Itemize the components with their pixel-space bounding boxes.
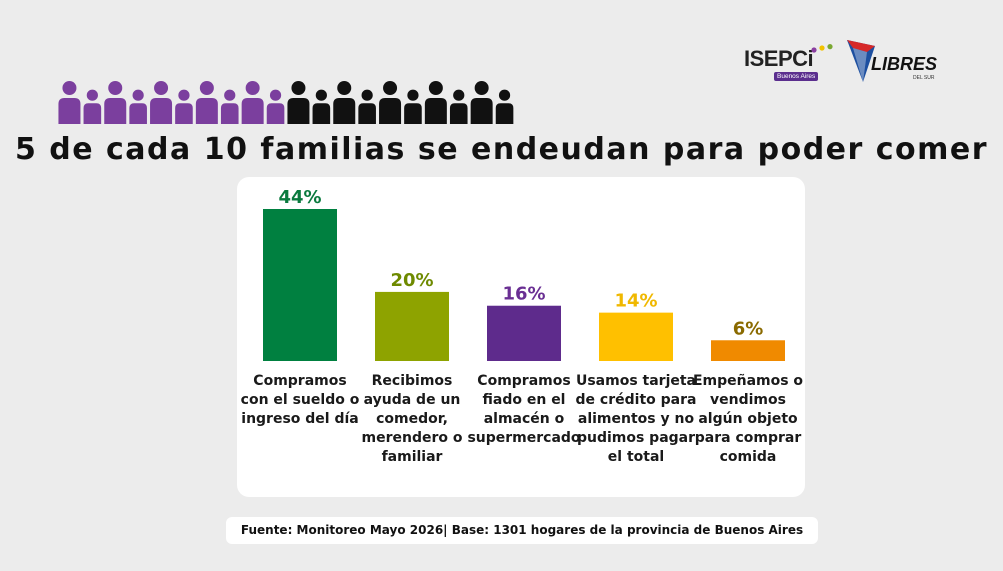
- person-icon: [175, 89, 193, 124]
- isepci-logo-subtitle: Buenos Aires: [774, 72, 819, 81]
- category-label: Empeñamos o vendimos algún objeto para comp…: [685, 372, 811, 467]
- category-label-line: Compramos: [477, 373, 571, 389]
- person-icon: [104, 81, 127, 124]
- person-icon: [470, 81, 493, 124]
- person-icon: [83, 89, 102, 124]
- chart-card: 44% 20% 16% 14% 6% Compramos con el sueldo o i…: [237, 177, 805, 497]
- bar-chart: 44% 20% 16% 14% 6%: [263, 187, 785, 361]
- person-icon: [358, 89, 376, 124]
- category-label: Usamos tarjeta de crédito para alimentos y…: [573, 372, 699, 467]
- category-label-line: Usamos tarjeta: [575, 373, 697, 389]
- libres-logo-subtitle: DEL SUR: [913, 75, 935, 81]
- person-icon: [220, 89, 239, 124]
- bar: [263, 209, 337, 361]
- bar: [375, 291, 449, 361]
- category-label-line: fiado en el: [482, 392, 566, 408]
- category-label-line: Empeñamos o: [692, 373, 804, 389]
- category-label-line: vendimos: [710, 392, 786, 408]
- person-icon: [129, 89, 147, 124]
- person-icon: [333, 81, 356, 124]
- category-label-line: comedor,: [376, 411, 448, 427]
- person-icon: [424, 81, 447, 124]
- person-icon: [312, 89, 331, 124]
- category-label: Compramos fiado en el almacén o supermercad…: [461, 372, 587, 448]
- person-icon: [195, 81, 218, 124]
- person-icon: [404, 89, 422, 124]
- bar: [487, 305, 561, 361]
- category-label-line: familiar: [381, 449, 443, 465]
- category-label-line: ayuda de un: [363, 392, 461, 408]
- category-label-line: pudimos pagar: [576, 430, 696, 446]
- person-icon: [287, 81, 310, 124]
- libres-logo: LIBRES DEL SUR: [845, 36, 941, 88]
- category-label-line: supermercado: [467, 430, 581, 446]
- category-label-line: Recibimos: [371, 373, 453, 389]
- data-label: 16%: [502, 284, 545, 305]
- bar: [599, 312, 673, 361]
- person-icon: [266, 89, 285, 124]
- person-icon: [379, 81, 402, 124]
- data-label: 20%: [390, 270, 433, 291]
- data-label: 44%: [278, 187, 321, 208]
- person-icon: [241, 81, 264, 124]
- data-label: 14%: [614, 291, 657, 312]
- person-icon: [58, 81, 81, 124]
- category-label-line: de crédito para: [575, 392, 697, 408]
- category-label-line: ingreso del día: [241, 411, 359, 427]
- category-label: Recibimos ayuda de un comedor, merendero o f…: [349, 372, 475, 467]
- isepci-logo: ISEPCi Buenos Aires: [744, 44, 836, 84]
- isepci-dots-icon: [811, 44, 833, 53]
- page-title: 5 de cada 10 familias se endeudan para p…: [14, 132, 989, 167]
- category-label-line: alimentos y no: [577, 411, 695, 427]
- category-label-line: merendero o: [361, 430, 463, 446]
- person-icon: [495, 89, 514, 124]
- person-icon: [150, 81, 173, 124]
- libres-flag-icon: [847, 40, 875, 82]
- bar: [711, 340, 785, 361]
- libres-logo-name: LIBRES: [871, 54, 938, 74]
- category-label-line: comida: [719, 449, 777, 465]
- people-icons-row: [58, 81, 514, 124]
- category-label-line: almacén o: [483, 411, 565, 427]
- category-label-line: con el sueldo o: [240, 392, 360, 408]
- isepci-logo-name: ISEPCi: [744, 46, 814, 71]
- category-label-line: el total: [607, 449, 665, 465]
- data-label: 6%: [733, 318, 764, 339]
- person-icon: [449, 89, 468, 124]
- category-label-line: para comprar: [694, 430, 802, 446]
- category-label-line: algún objeto: [698, 411, 798, 427]
- category-label: Compramos con el sueldo o ingreso del día: [237, 372, 363, 429]
- category-label-line: Compramos: [253, 373, 347, 389]
- source-note: Fuente: Monitoreo Mayo 2026| Base: 1301 …: [226, 517, 818, 544]
